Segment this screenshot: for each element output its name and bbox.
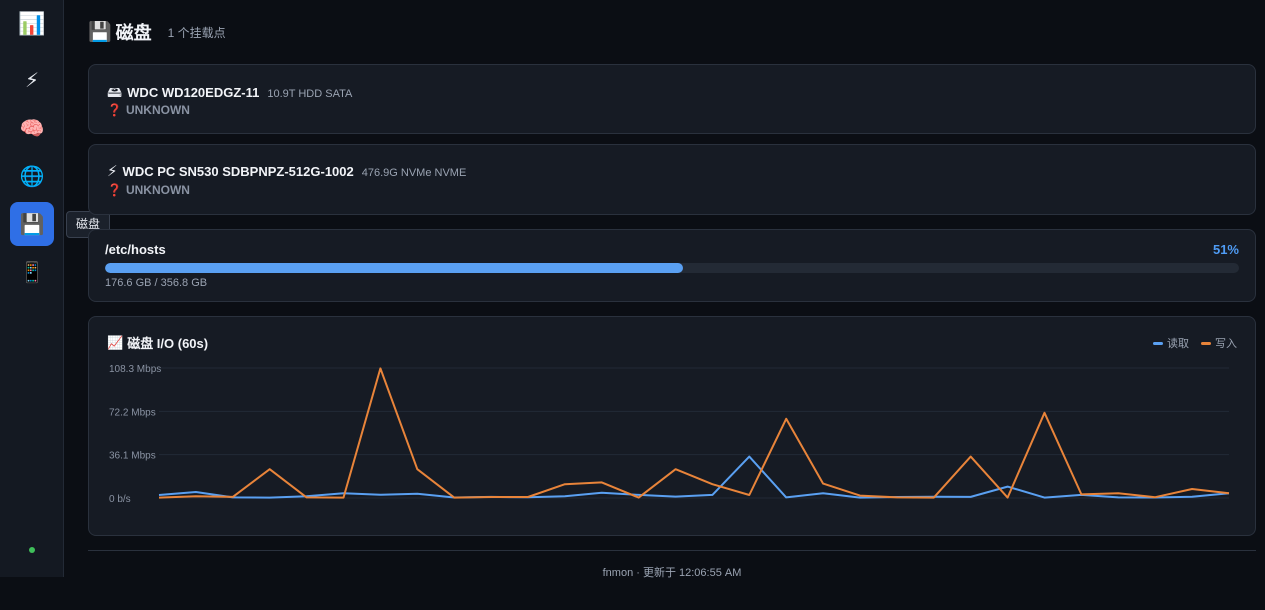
floppy-disk-icon: 💾 (88, 22, 112, 43)
io-chart-card: 108.3 Mbps 72.2 Mbps 36.1 Mbps 0 b/s 📈 磁盘 I… (88, 316, 1256, 536)
usage-bar (105, 263, 1239, 273)
mount-path: /etc/hosts (105, 242, 166, 257)
footer-divider (88, 550, 1256, 551)
status-dot (29, 547, 35, 553)
legend-swatch (1153, 341, 1163, 345)
mount-card: /etc/hosts 51% 176.6 GB / 356.8 GB (88, 229, 1256, 302)
disk-meta: 476.9G NVMe NVME (361, 167, 467, 179)
brain-icon: 🧠 (19, 117, 45, 140)
disk-status: UNKNOWN (125, 103, 190, 117)
disk-name: WDC PC SN530 SDBPNPZ-512G-1002 (122, 164, 354, 179)
sidebar-item-network[interactable]: 🌐 (10, 154, 54, 198)
sidebar-item-memory[interactable]: 🧠 (10, 106, 54, 150)
floppy-disk-icon: 💾 (19, 213, 45, 236)
footer-status: fnmon · 更新于 12:06:55 AM (602, 567, 742, 579)
io-chart: 108.3 Mbps 72.2 Mbps 36.1 Mbps 0 b/s (109, 364, 1230, 505)
chart-trend-icon: 📈 (107, 334, 124, 350)
mount-count: 1 个挂载点 (167, 25, 226, 40)
legend-label: 读取 (1167, 338, 1189, 350)
legend-item-write[interactable]: 写入 (1201, 335, 1237, 351)
question-icon: ❓ (107, 103, 122, 117)
sidebar-item-cpu[interactable]: ⚡ (10, 58, 54, 102)
disk-meta: 10.9T HDD SATA (267, 88, 353, 100)
globe-icon: 🌐 (19, 165, 45, 188)
phone-icon: 📱 (19, 261, 45, 284)
disk-card: ⚡ WDC PC SN530 SDBPNPZ-512G-1002 476.9G … (88, 144, 1256, 215)
lightning-icon: ⚡ (24, 69, 40, 92)
legend-swatch (1201, 341, 1211, 345)
sidebar: 📊 ⚡ 🧠 🌐 💾 📱 (0, 0, 64, 577)
legend-label: 写入 (1215, 338, 1237, 350)
mount-usage: 176.6 GB / 356.8 GB (105, 277, 208, 289)
chart-legend: 读取 写入 (1141, 335, 1237, 351)
series-line-read (158, 455, 1230, 499)
chart-logo-icon: 📊 (18, 11, 46, 36)
usage-bar-fill (105, 263, 684, 273)
hard-drive-icon: 🖴 (107, 84, 123, 101)
y-tick-label: 0 b/s (109, 494, 131, 505)
mount-percent: 51% (1212, 242, 1239, 257)
disk-status: UNKNOWN (125, 183, 190, 197)
legend-item-read[interactable]: 读取 (1153, 335, 1189, 351)
sidebar-item-device[interactable]: 📱 (10, 250, 54, 294)
sidebar-item-disk[interactable]: 💾 (10, 202, 54, 246)
series-line-write (158, 367, 1230, 499)
question-icon: ❓ (107, 183, 122, 197)
y-tick-label: 72.2 Mbps (109, 407, 156, 418)
y-tick-label: 36.1 Mbps (109, 451, 156, 462)
lightning-icon: ⚡ (107, 163, 118, 180)
disk-card: 🖴 WDC WD120EDGZ-11 10.9T HDD SATA ❓ UNKN… (88, 64, 1256, 134)
page-title: 磁盘 (115, 23, 152, 43)
y-tick-label: 108.3 Mbps (109, 364, 161, 375)
page-header: 💾 磁盘 1 个挂载点 (88, 20, 226, 44)
disk-name: WDC WD120EDGZ-11 (127, 85, 260, 100)
chart-title: 磁盘 I/O (60s) (127, 336, 209, 351)
